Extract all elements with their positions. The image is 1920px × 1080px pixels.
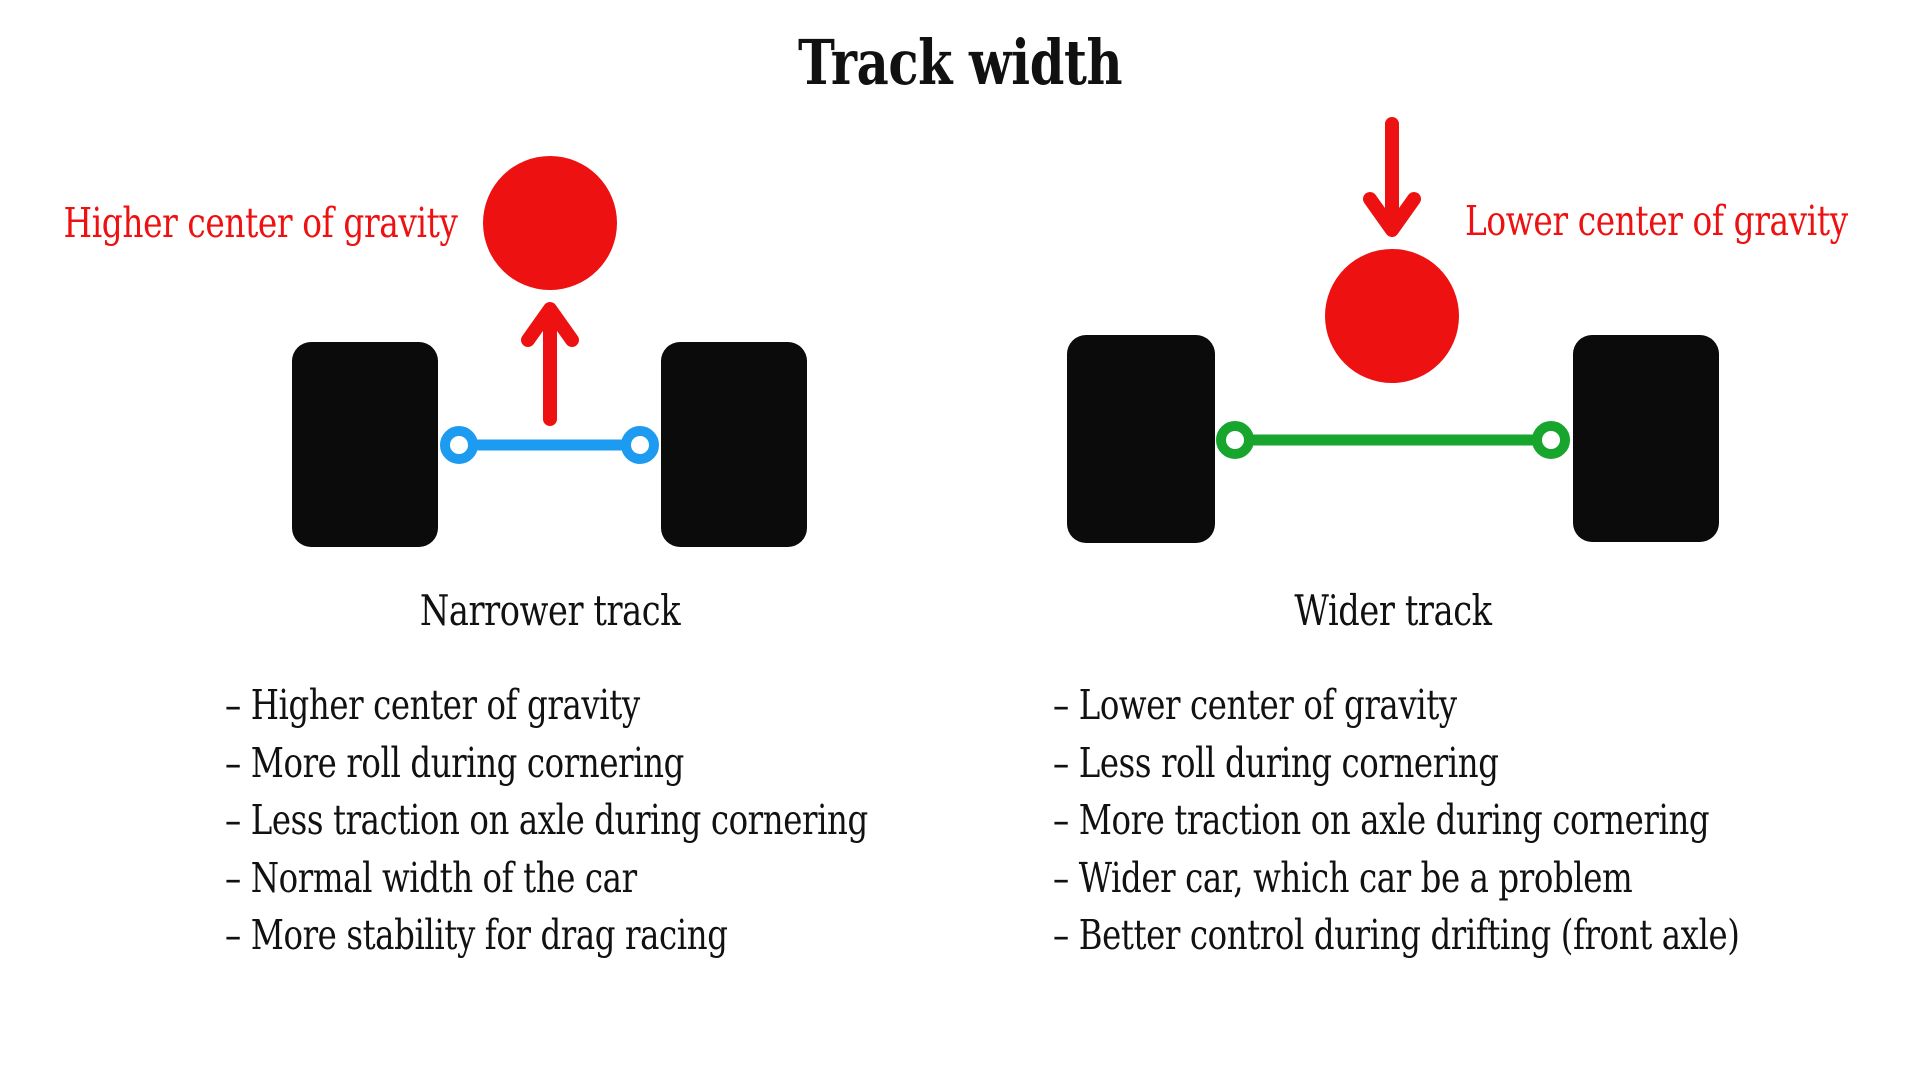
list-item: – More roll during cornering [225, 738, 684, 787]
wider-track-list: – Lower center of gravity – Less roll du… [1053, 677, 1740, 965]
page-title: Track width [798, 26, 1123, 99]
center-of-gravity-ball-high [483, 156, 617, 290]
narrow-axle-endpoint-left-icon [440, 426, 478, 464]
list-item: – Less traction on axle during cornering [225, 796, 868, 844]
higher-cog-label: Higher center of gravity [63, 199, 458, 247]
lower-cog-label: Lower center of gravity [1465, 197, 1848, 245]
tire-narrow-left [292, 342, 438, 547]
wide-axle-endpoint-left-icon [1216, 421, 1254, 459]
list-item: – More stability for drag racing [225, 911, 728, 959]
wide-axle-endpoint-right-icon [1532, 421, 1570, 459]
arrow-up-icon [521, 302, 579, 426]
list-item: – Normal width of the car [225, 853, 637, 902]
tire-wide-left [1067, 335, 1215, 543]
wider-track-caption: Wider track [1294, 586, 1492, 635]
arrow-down-icon [1363, 117, 1421, 237]
center-of-gravity-ball-low [1325, 249, 1459, 383]
list-item: – Less roll during cornering [1053, 738, 1499, 787]
list-item: – Better control during drifting (front … [1053, 911, 1740, 959]
tire-wide-right [1573, 335, 1719, 542]
tire-narrow-right [661, 342, 807, 547]
list-item: – Wider car, which car be a problem [1053, 853, 1633, 902]
list-item: – Higher center of gravity [225, 681, 640, 729]
narrower-track-caption: Narrower track [419, 586, 681, 635]
list-item: – Lower center of gravity [1053, 681, 1457, 729]
narrow-axle-endpoint-right-icon [621, 426, 659, 464]
narrower-track-list: – Higher center of gravity – More roll d… [225, 677, 868, 965]
list-item: – More traction on axle during cornering [1053, 796, 1710, 844]
